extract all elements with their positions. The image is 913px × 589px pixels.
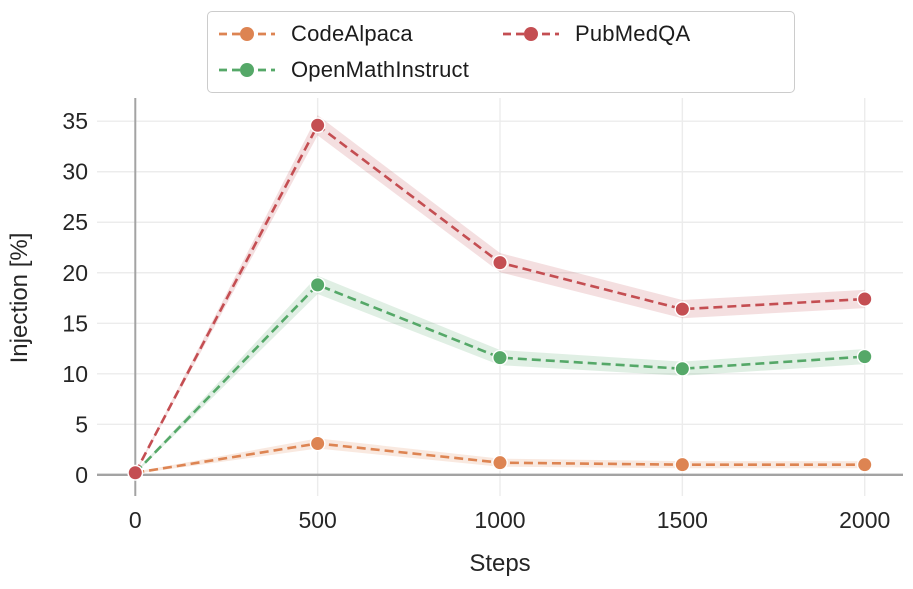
y-tick-label: 25: [62, 209, 88, 235]
legend-item-CodeAlpaca: CodeAlpaca: [218, 21, 502, 47]
ticks-layer: 0 5 10 15 20 25 30 35 0 500 1000 1500 2000: [62, 108, 890, 533]
data-point-CodeAlpaca: [492, 454, 508, 471]
x-tick-label: 1500: [657, 507, 708, 533]
series-layer: [127, 115, 873, 481]
legend-marker-icon: [219, 27, 275, 41]
legend-label: PubMedQA: [575, 21, 691, 46]
legend-label: OpenMathInstruct: [291, 57, 470, 82]
data-point-PubMedQA: [492, 254, 508, 271]
data-point-PubMedQA: [856, 291, 873, 307]
y-tick-label: 5: [75, 411, 88, 437]
y-tick-label: 20: [62, 260, 88, 286]
y-tick-label: 35: [62, 108, 88, 134]
data-point-OpenMathInstruct: [674, 360, 691, 377]
data-point-PubMedQA: [309, 117, 326, 134]
legend-dot: [240, 63, 254, 77]
y-tick-label: 30: [62, 159, 88, 185]
data-point-CodeAlpaca: [309, 435, 326, 452]
x-axis-label: Steps: [469, 550, 530, 577]
legend-item-PubMedQA: PubMedQA: [502, 21, 786, 47]
chart-legend: CodeAlpaca OpenMathInstruct PubMedQA: [207, 11, 795, 93]
data-point-CodeAlpaca: [856, 456, 873, 473]
y-axis-label: Injection [%]: [6, 233, 33, 364]
data-point-CodeAlpaca: [674, 456, 691, 473]
series-line-OpenMathInstruct: [134, 283, 865, 474]
x-tick-label: 2000: [839, 507, 890, 533]
legend-dot: [240, 27, 254, 41]
data-point-PubMedQA: [674, 301, 691, 318]
y-tick-label: 0: [75, 462, 88, 488]
legend-item-OpenMathInstruct: OpenMathInstruct: [218, 57, 502, 83]
x-tick-label: 500: [298, 507, 336, 533]
data-point-OpenMathInstruct: [856, 348, 873, 365]
legend-marker-icon: [219, 63, 275, 77]
y-tick-label: 15: [62, 310, 88, 336]
y-tick-label: 10: [62, 361, 88, 387]
x-tick-label: 0: [129, 507, 142, 533]
legend-dot: [524, 27, 538, 41]
data-point-PubMedQA: [127, 464, 144, 481]
axis-layer: [97, 98, 903, 496]
data-point-OpenMathInstruct: [492, 349, 508, 366]
data-point-OpenMathInstruct: [309, 276, 326, 293]
legend-marker-icon: [503, 27, 559, 41]
legend-label: CodeAlpaca: [291, 21, 413, 46]
x-tick-label: 1000: [474, 507, 525, 533]
